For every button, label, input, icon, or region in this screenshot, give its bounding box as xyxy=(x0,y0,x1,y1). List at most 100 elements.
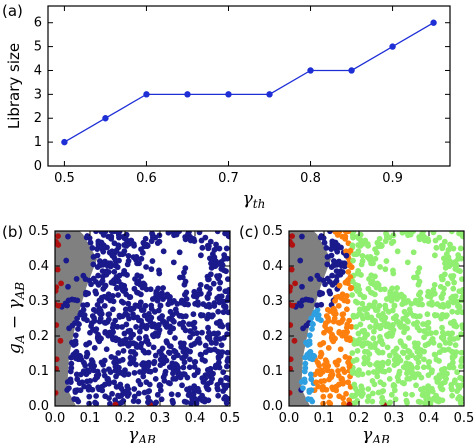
scatter-point xyxy=(338,295,345,301)
scatter-point xyxy=(167,380,173,387)
scatter-point xyxy=(211,346,218,353)
scatter-point xyxy=(413,382,419,389)
scatter-point xyxy=(339,316,346,323)
scatter-point xyxy=(364,241,371,247)
scatter-point xyxy=(169,317,176,324)
scatter-point xyxy=(438,273,445,280)
y-tick-label: 0.1 xyxy=(28,364,49,379)
scatter-point xyxy=(105,316,112,323)
scatter-point xyxy=(336,282,343,289)
scatter-point xyxy=(169,397,176,404)
scatter-point xyxy=(317,289,323,296)
scatter-point xyxy=(69,322,76,329)
data-point xyxy=(143,91,150,98)
y-tick-label: 0 xyxy=(34,159,42,174)
scatter-point xyxy=(365,386,372,392)
scatter-point xyxy=(404,354,411,361)
scatter-point xyxy=(364,305,371,312)
scatter-point xyxy=(202,358,208,364)
y-tick-label: 0.0 xyxy=(262,399,283,414)
scatter-point xyxy=(430,286,437,293)
scatter-point xyxy=(135,378,142,384)
data-point xyxy=(430,19,437,26)
scatter-point xyxy=(367,324,374,330)
scatter-point xyxy=(437,283,444,290)
scatter-point xyxy=(390,232,397,239)
scatter-point xyxy=(191,319,198,326)
scatter-point xyxy=(133,324,140,330)
scatter-point xyxy=(198,312,205,319)
scatter-point xyxy=(289,266,295,273)
scatter-point xyxy=(84,351,91,357)
scatter-point xyxy=(186,321,192,328)
scatter-point xyxy=(350,231,357,235)
scatter-point xyxy=(167,308,174,315)
scatter-point xyxy=(400,298,407,304)
scatter-point xyxy=(330,244,337,251)
scatter-point xyxy=(160,248,167,255)
scatter-point xyxy=(179,274,186,281)
scatter-point xyxy=(182,265,189,272)
scatter-point xyxy=(432,351,439,358)
x-tick-label: 0.5 xyxy=(220,411,241,426)
scatter-point xyxy=(405,347,411,354)
scatter-point xyxy=(191,288,198,295)
scatter-point xyxy=(401,323,408,330)
scatter-point xyxy=(388,391,395,398)
scatter-point xyxy=(334,248,341,255)
scatter-point xyxy=(406,306,413,313)
scatter-point xyxy=(289,301,292,308)
y-tick-label: 0.1 xyxy=(262,364,283,379)
scatter-point xyxy=(329,272,336,279)
scatter-point xyxy=(65,233,71,240)
scatter-point xyxy=(449,275,456,282)
scatter-point xyxy=(137,281,144,288)
scatter-point xyxy=(140,373,147,380)
scatter-point xyxy=(371,291,378,298)
scatter-point xyxy=(391,303,398,309)
scatter-point xyxy=(225,357,230,364)
scatter-point xyxy=(408,362,414,369)
scatter-point xyxy=(215,359,222,366)
scatter-point xyxy=(215,392,222,399)
scatter-point xyxy=(150,344,157,351)
y-tick-label: 0.0 xyxy=(28,399,49,414)
scatter-point xyxy=(302,365,309,371)
panel-a-points xyxy=(61,19,437,146)
scatter-point xyxy=(449,392,456,399)
scatter-point xyxy=(131,393,138,400)
scatter-point xyxy=(149,232,156,238)
scatter-point xyxy=(439,324,445,331)
scatter-point xyxy=(400,343,407,349)
scatter-point xyxy=(417,399,424,406)
scatter-point xyxy=(415,281,422,288)
scatter-point xyxy=(108,279,115,286)
scatter-point xyxy=(123,243,130,249)
scatter-point xyxy=(345,231,352,235)
panel-a-ticks: 0.5 0.6 0.7 0.8 0.9 0 1 2 3 4 5 6 xyxy=(34,6,450,186)
scatter-point xyxy=(348,323,355,330)
scatter-point xyxy=(411,374,418,381)
y-tick-label: 0.2 xyxy=(28,329,49,344)
scatter-point xyxy=(91,315,97,321)
scatter-point xyxy=(114,284,121,291)
scatter-point xyxy=(219,349,226,356)
scatter-point xyxy=(361,348,368,355)
scatter-point xyxy=(432,237,439,244)
scatter-point xyxy=(402,391,409,398)
scatter-point xyxy=(423,395,429,402)
scatter-point xyxy=(224,382,230,389)
scatter-point xyxy=(55,389,59,396)
scatter-point xyxy=(345,268,352,275)
scatter-point xyxy=(392,396,399,403)
scatter-point xyxy=(347,247,354,254)
scatter-point xyxy=(170,366,177,373)
scatter-point xyxy=(347,337,353,344)
scatter-point xyxy=(444,280,451,287)
scatter-point xyxy=(301,376,308,383)
y-tick-label: 3 xyxy=(34,87,42,102)
x-tick-label: 0.0 xyxy=(279,411,300,426)
y-tick-label: 0.3 xyxy=(262,294,283,309)
panel-b: (b) 0.0 0.1 0.2 0.3 0.4 0.5 0.0 0.1 0.2 0.3 0.4 0.5… xyxy=(2,223,240,443)
data-point xyxy=(266,91,273,98)
